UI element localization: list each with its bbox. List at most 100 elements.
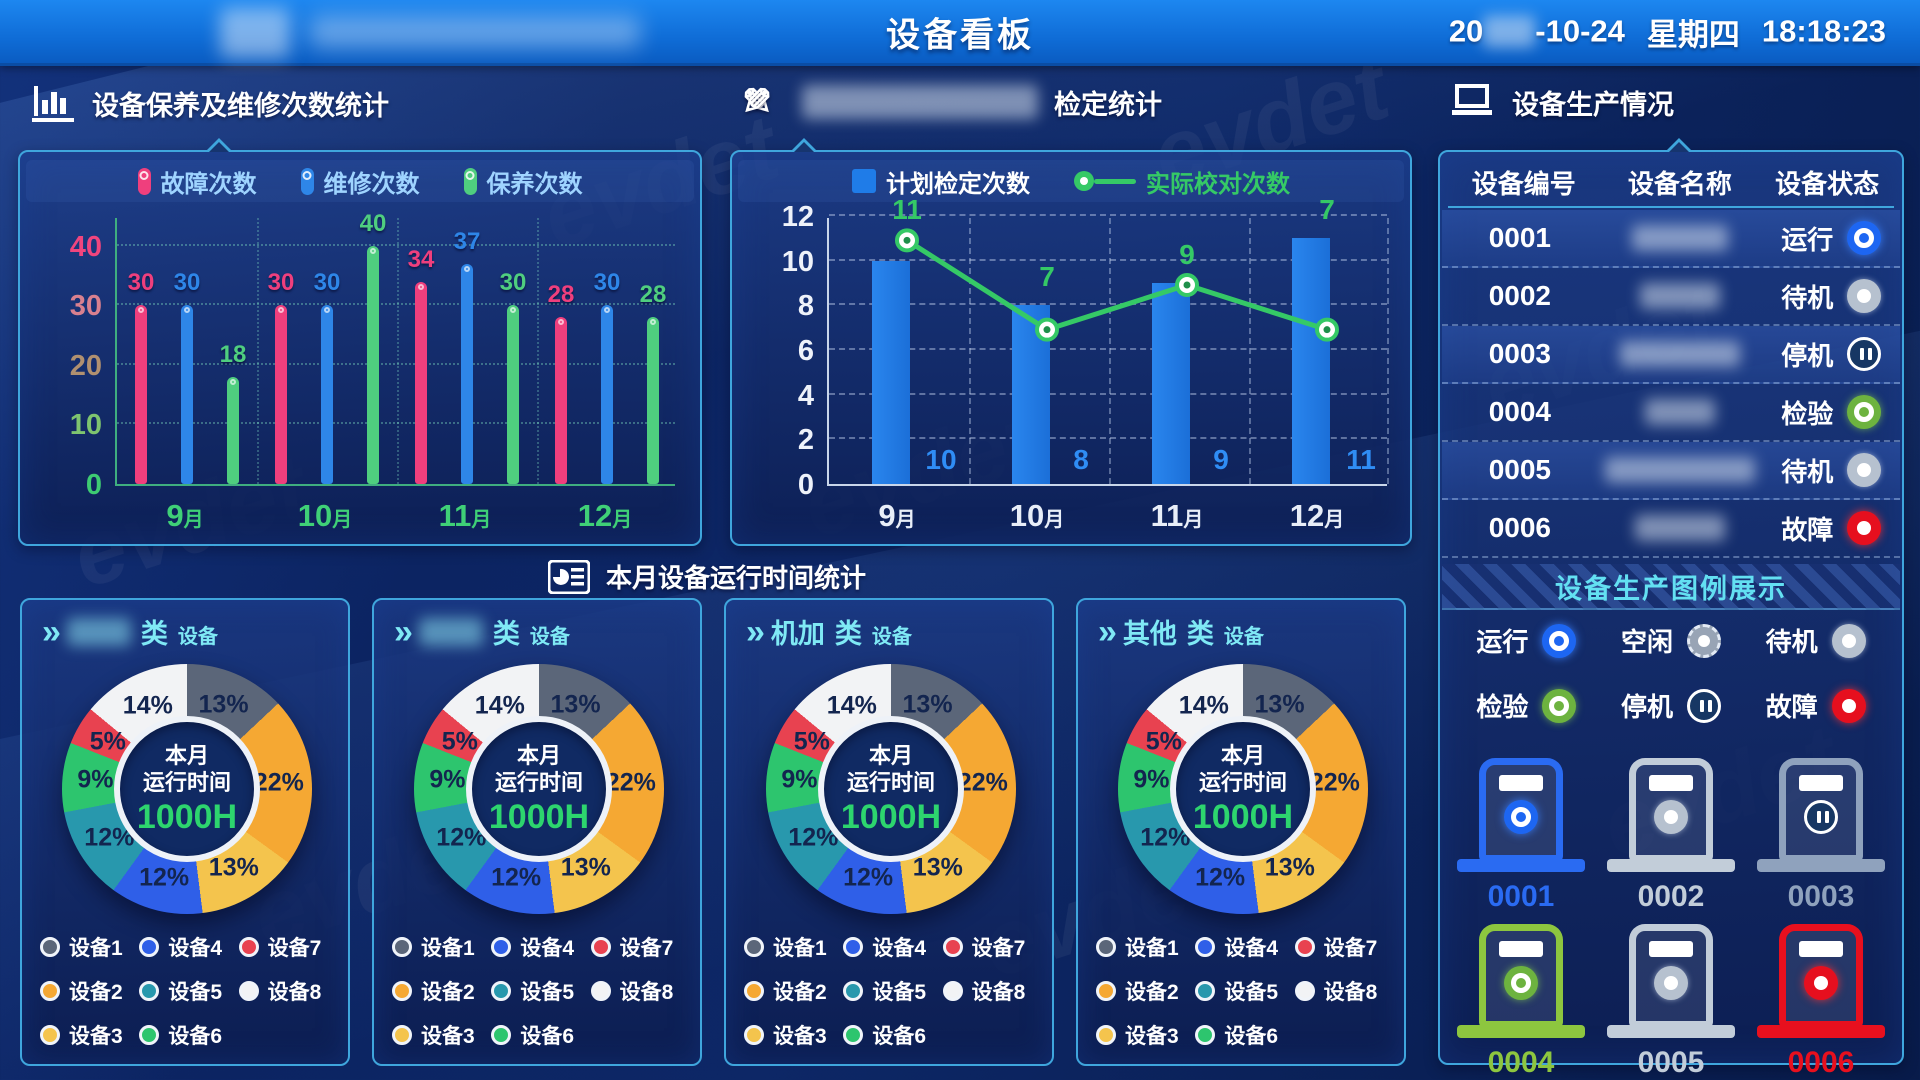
legend-dot [1096, 981, 1116, 1001]
legend-label: 实际校对次数 [1146, 170, 1290, 198]
donut-center: 本月 运行时间 1000H [1170, 716, 1316, 862]
date-text: 20 -10-24 [1448, 13, 1625, 49]
bar-cap [324, 307, 330, 314]
month-label: 11月 [395, 498, 535, 534]
grid-line [1249, 218, 1251, 484]
device-status-cell: 待机 [1763, 278, 1900, 315]
status-icon-fault [1804, 966, 1838, 1000]
slice-percent-label: 22% [605, 768, 656, 797]
verification-x-axis: 9月 10月 11月 12月 [827, 498, 1387, 534]
legend-item: 设备7 [238, 928, 338, 966]
runtime-panel-header: » 机加类设备 [746, 612, 912, 651]
status-icon-running [1542, 623, 1577, 658]
machine-base [1757, 1025, 1885, 1038]
runtime-panel: » 类设备 13% 22% 13% 12% 12% 9% 5% 14% 本月 运行时间 1000H 设备1… [372, 598, 702, 1066]
legend-label: 设备7 [619, 937, 674, 960]
legend-dot [139, 981, 160, 1001]
panel-title-redacted [418, 617, 483, 646]
legend-item: 计划检定次数 [852, 164, 1030, 199]
legend-label: 设备5 [872, 981, 927, 1004]
bar-chart-icon [32, 86, 74, 122]
legend-label: 设备1 [773, 937, 827, 960]
legend-dot [491, 1025, 512, 1045]
center-label-line1: 本月 [1220, 742, 1265, 768]
legend-dot [392, 937, 412, 957]
legend-item: 设备6 [843, 1016, 942, 1054]
center-label-line2: 运行时间 [142, 769, 231, 795]
grid-line [829, 437, 1387, 440]
device-name-redacted [1645, 399, 1716, 425]
table-row: 0002 待机 [1442, 268, 1900, 326]
bar-cap [650, 319, 656, 326]
machine-slot [1499, 775, 1543, 791]
machine-base [1757, 859, 1885, 872]
status-icon-fault [1847, 511, 1882, 545]
status-text: 待机 [1781, 456, 1834, 487]
legend-dot [139, 937, 160, 957]
legend-item: 设备1 [40, 928, 139, 966]
panel-title-suffix: 设备 [871, 626, 912, 648]
legend-dot [843, 1025, 864, 1045]
status-text: 运行 [1781, 224, 1834, 255]
grid-line [117, 362, 675, 365]
weekday-text: 星期四 [1646, 17, 1740, 52]
maintenance-title-text: 设备保养及维修次数统计 [92, 90, 389, 121]
runtime-panel: » 其他类设备 13% 22% 13% 12% 12% 9% 5% 14% 本月 运行时间 1000H 设… [1076, 598, 1406, 1066]
verification-chart-plot: 10 11 8 7 9 9 11 7 [827, 194, 1389, 486]
runtime-section-title: 本月设备运行时间统计 [548, 558, 866, 595]
device-name-cell [1598, 283, 1763, 309]
panel-title-main: 类 [834, 619, 862, 649]
legend-label: 设备6 [520, 1025, 575, 1048]
device-status-cell: 故障 [1763, 510, 1900, 547]
bar [647, 317, 659, 484]
legend-dot [843, 981, 864, 1001]
status-legend-item: 空闲 [1599, 622, 1744, 659]
bar [507, 305, 519, 484]
legend-label: 设备7 [1323, 937, 1378, 960]
chevron-icon: » [42, 613, 61, 651]
machine-base [1457, 1025, 1585, 1038]
datetime: 20 -10-24 星期四 18:18:23 [1449, 9, 1886, 54]
legend-item: 设备3 [392, 1016, 491, 1054]
bar-value-label: 11 [1346, 444, 1376, 475]
maintenance-panel: 故障次数 维修次数 保养次数 30 30 18 30 30 40 34 37 30 28 30 28 0 1… [18, 138, 702, 546]
grid-line [397, 218, 399, 484]
legend-label: 设备3 [773, 1025, 827, 1048]
status-icon-running [1847, 221, 1882, 255]
center-label-line2: 运行时间 [494, 769, 583, 795]
month-number: 11 [1150, 498, 1184, 533]
machine-id-label: 0003 [1787, 880, 1855, 913]
status-icon-idle [1687, 623, 1721, 658]
bar-cap [464, 265, 470, 272]
legend-label: 设备5 [168, 981, 223, 1004]
chevron-icon: » [1098, 613, 1117, 651]
runtime-panel-header: » 其他类设备 [1098, 612, 1264, 651]
slice-percent-label: 9% [1133, 765, 1170, 794]
status-icon-running [1504, 800, 1538, 834]
month-label: 10月 [255, 498, 395, 534]
donut-center: 本月 运行时间 1000H [466, 716, 612, 862]
grid-line [1387, 218, 1389, 484]
bar [555, 317, 567, 484]
legend-item: 设备3 [744, 1016, 843, 1054]
status-icon-standby [1847, 453, 1882, 487]
legend-label: 设备8 [1323, 981, 1378, 1004]
status-text: 检验 [1781, 398, 1834, 429]
legend-item: 设备8 [238, 972, 338, 1010]
slice-percent-label: 13% [550, 690, 601, 719]
legend-dot [1096, 937, 1116, 957]
legend-label: 设备1 [1125, 937, 1179, 960]
month-label: 12月 [535, 498, 675, 534]
center-value: 1000H [1192, 797, 1294, 836]
legend-item: 设备4 [491, 928, 590, 966]
bar-value-label: 30 [267, 269, 295, 297]
slice-percent-label: 22% [253, 768, 304, 797]
production-table-body: 0001 运行 0002 待机 0003 停机 0004 检验 0005 待机 0006 故障 [1442, 210, 1900, 558]
legend-item: 设备5 [139, 972, 238, 1010]
device-id-cell: 0003 [1488, 338, 1551, 369]
device-name-redacted [1632, 225, 1729, 251]
status-icon-standby [1654, 966, 1688, 1000]
legend-item: 设备5 [1195, 972, 1294, 1010]
legend-item: 设备7 [590, 928, 690, 966]
legend-label: 设备4 [168, 937, 223, 960]
